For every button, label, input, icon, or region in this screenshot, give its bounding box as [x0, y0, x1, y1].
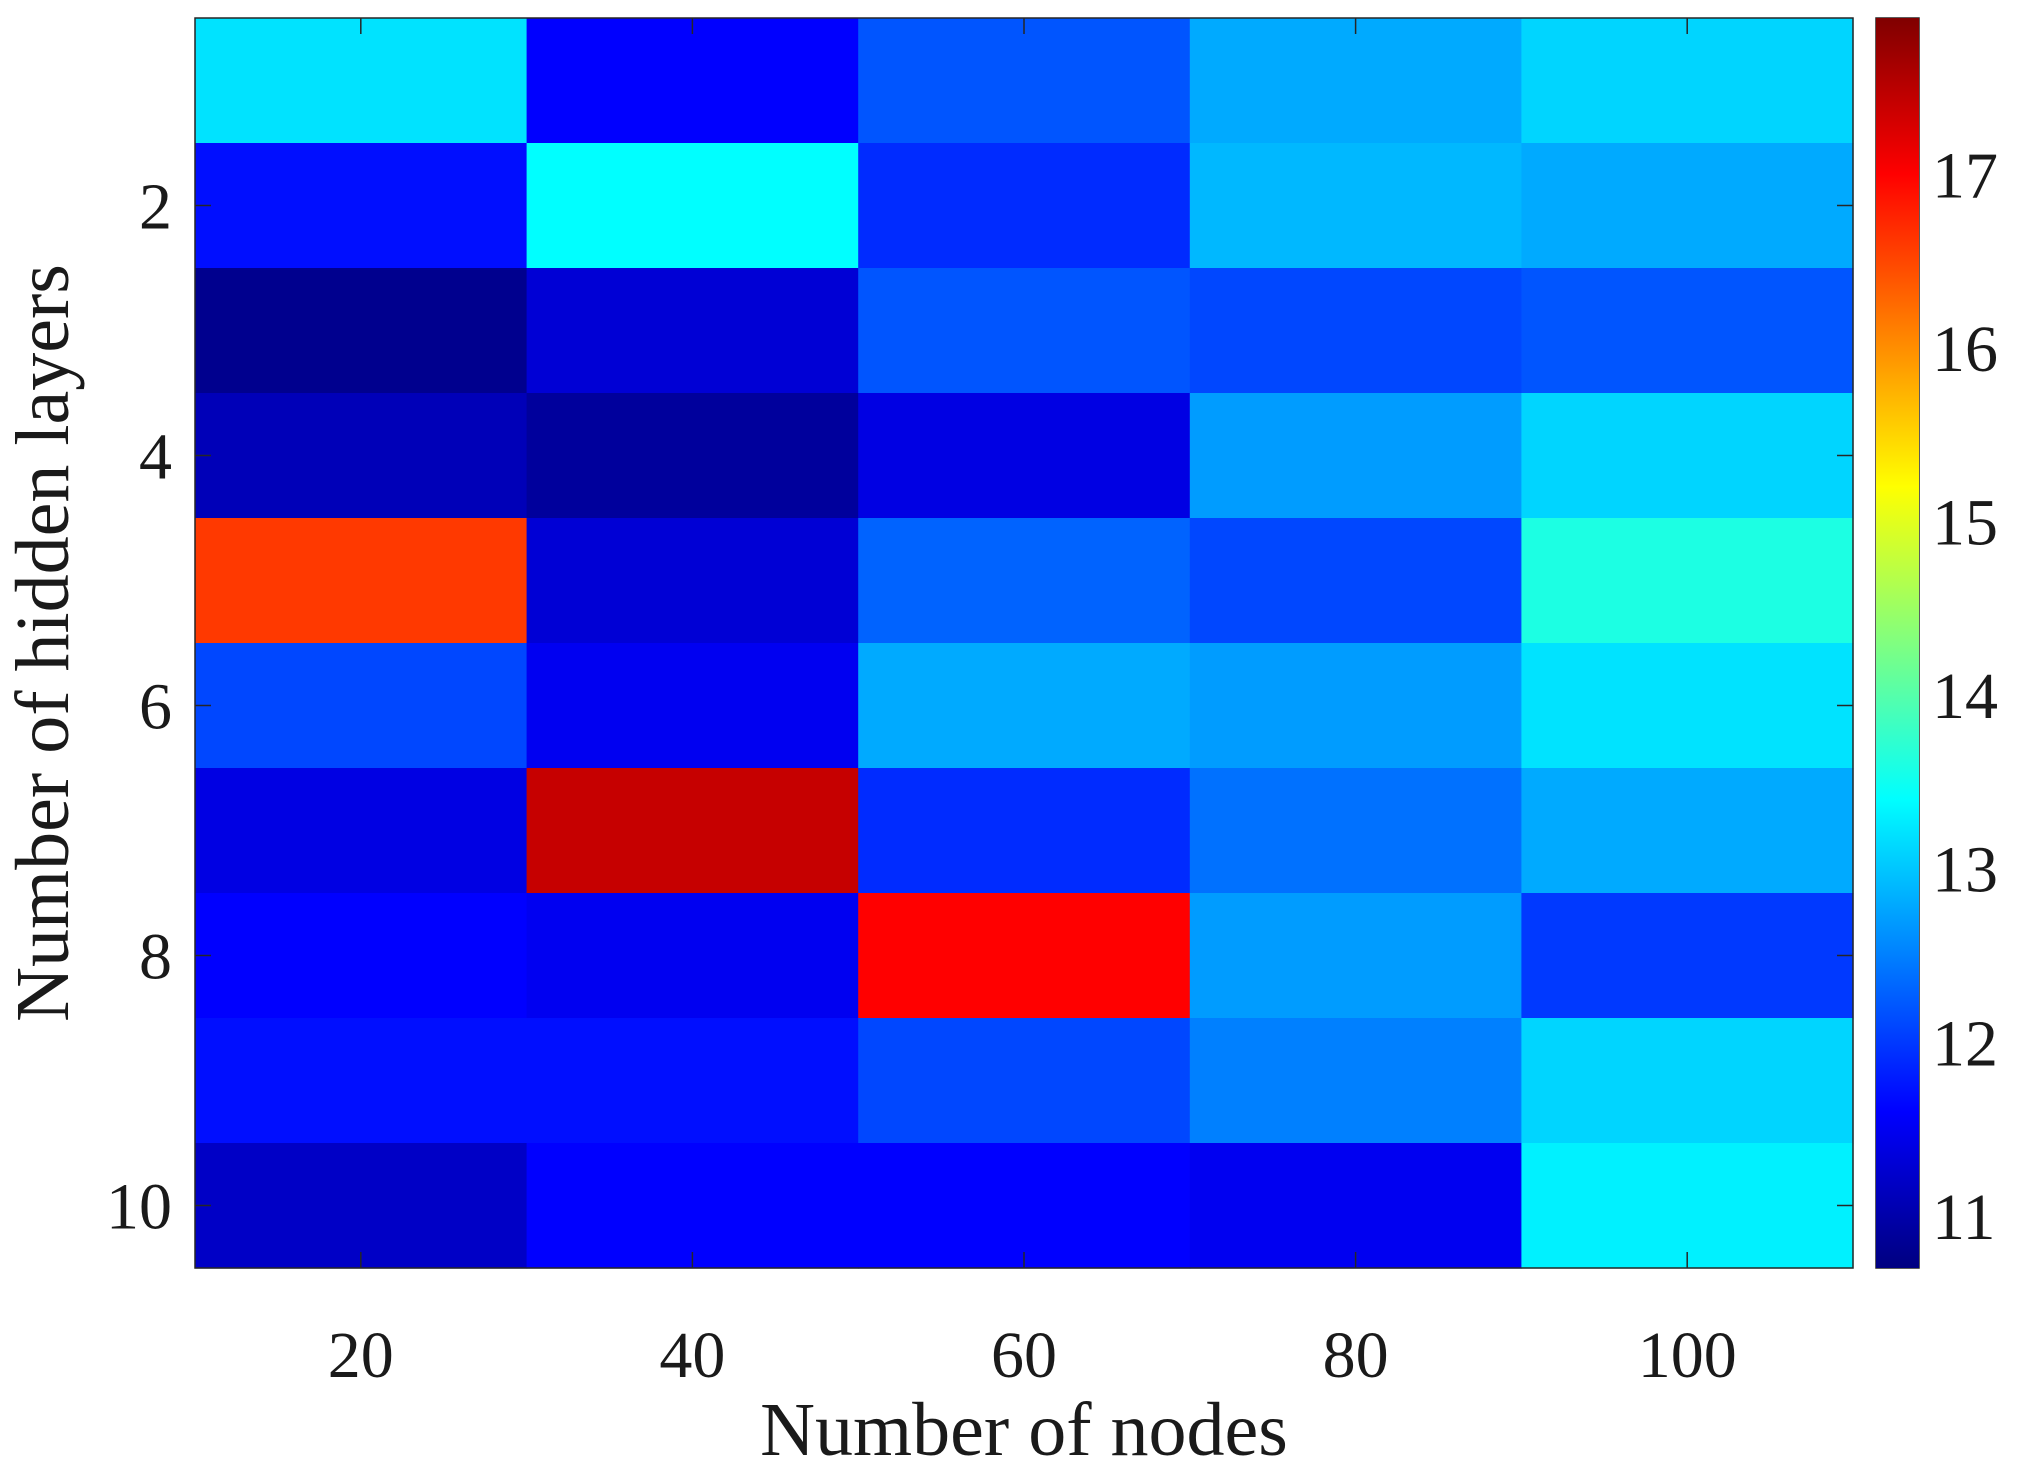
heatmap-cell-r7-c3 — [858, 768, 1191, 894]
heatmap-cell-r3-c3 — [858, 268, 1191, 394]
heatmap-cell-r7-c4 — [1189, 768, 1522, 894]
heatmap-cell-r1-c4 — [1189, 18, 1522, 144]
y-tick-label: 2 — [139, 171, 172, 244]
heatmap-cell-r4-c2 — [526, 393, 859, 519]
heatmap-cell-r8-c1 — [195, 893, 528, 1019]
heatmap-cell-r2-c4 — [1189, 143, 1522, 269]
heatmap-cell-r8-c3 — [858, 893, 1191, 1019]
heatmap-cell-r2-c1 — [195, 143, 528, 269]
heatmap-cell-r9-c4 — [1189, 1018, 1522, 1144]
heatmap-cell-r6-c4 — [1189, 643, 1522, 769]
heatmap-cell-r8-c4 — [1189, 893, 1522, 1019]
heatmap-cell-r1-c3 — [858, 18, 1191, 144]
heatmap-cell-r1-c5 — [1521, 18, 1854, 144]
y-tick-label: 6 — [139, 671, 172, 744]
heatmap-cell-r3-c1 — [195, 268, 528, 394]
x-tick-label: 100 — [1638, 1319, 1737, 1392]
heatmap-cell-r3-c2 — [526, 268, 859, 394]
heatmap-cell-r1-c1 — [195, 18, 528, 144]
heatmap-cell-r4-c5 — [1521, 393, 1854, 519]
heatmap-cell-r9-c5 — [1521, 1018, 1854, 1144]
x-tick-label: 20 — [328, 1319, 394, 1392]
heatmap-cell-r2-c2 — [526, 143, 859, 269]
heatmap-cell-r7-c1 — [195, 768, 528, 894]
heatmap-cell-r5-c2 — [526, 518, 859, 644]
heatmap-cell-r3-c4 — [1189, 268, 1522, 394]
y-tick-label: 8 — [139, 921, 172, 994]
heatmap-cell-r6-c2 — [526, 643, 859, 769]
heatmap-cell-r10-c3 — [858, 1143, 1191, 1269]
heatmap-cell-r4-c3 — [858, 393, 1191, 519]
heatmap-cell-r5-c4 — [1189, 518, 1522, 644]
heatmap-cell-r6-c1 — [195, 643, 528, 769]
heatmap-cell-r9-c3 — [858, 1018, 1191, 1144]
x-tick-label: 40 — [659, 1319, 725, 1392]
x-axis-label: Number of nodes — [760, 1388, 1288, 1467]
heatmap-cell-r10-c5 — [1521, 1143, 1854, 1269]
heatmap-cell-r2-c5 — [1521, 143, 1854, 269]
heatmap-cell-r4-c4 — [1189, 393, 1522, 519]
colorbar-tick-label: 12 — [1932, 1007, 1998, 1080]
colorbar-tick-label: 16 — [1932, 313, 1998, 386]
heatmap-cell-r7-c2 — [526, 768, 859, 894]
heatmap-cell-r3-c5 — [1521, 268, 1854, 394]
y-axis-label: Number of hidden layers — [1, 264, 85, 1022]
colorbar-tick-label: 17 — [1932, 139, 1998, 212]
axis-tick-labels: 20 40 60 80 100 2 4 6 8 10 11 12 13 14 15 16 17 — [106, 139, 1998, 1392]
heatmap-cell-r6-c5 — [1521, 643, 1854, 769]
heatmap-cell-r8-c5 — [1521, 893, 1854, 1019]
colorbar-tick-label: 13 — [1932, 834, 1998, 907]
heatmap-cell-r2-c3 — [858, 143, 1191, 269]
heatmap-cell-r8-c2 — [526, 893, 859, 1019]
heatmap-cell-r10-c4 — [1189, 1143, 1522, 1269]
colorbar-tick-label: 15 — [1932, 486, 1998, 559]
y-tick-label: 4 — [139, 421, 172, 494]
heatmap-cell-r9-c1 — [195, 1018, 528, 1144]
heatmap-cell-r5-c3 — [858, 518, 1191, 644]
heatmap-cell-r10-c1 — [195, 1143, 528, 1269]
colorbar-tick-label: 14 — [1932, 660, 1998, 733]
heatmap-cell-r5-c5 — [1521, 518, 1854, 644]
y-tick-label: 10 — [106, 1171, 172, 1244]
heatmap-cell-r5-c1 — [195, 518, 528, 644]
colorbar-tick-label: 11 — [1932, 1181, 1996, 1254]
heatmap-cell-r6-c3 — [858, 643, 1191, 769]
heatmap-cell-r9-c2 — [526, 1018, 859, 1144]
colorbar-gradient — [1876, 18, 1919, 1268]
x-tick-label: 60 — [991, 1319, 1057, 1392]
heatmap-cell-r10-c2 — [526, 1143, 859, 1269]
heatmap-cell-r4-c1 — [195, 393, 528, 519]
x-tick-label: 80 — [1323, 1319, 1389, 1392]
heatmap-cell-r7-c5 — [1521, 768, 1854, 894]
heatmap-cells — [195, 18, 1854, 1269]
heatmap-cell-r1-c2 — [526, 18, 859, 144]
